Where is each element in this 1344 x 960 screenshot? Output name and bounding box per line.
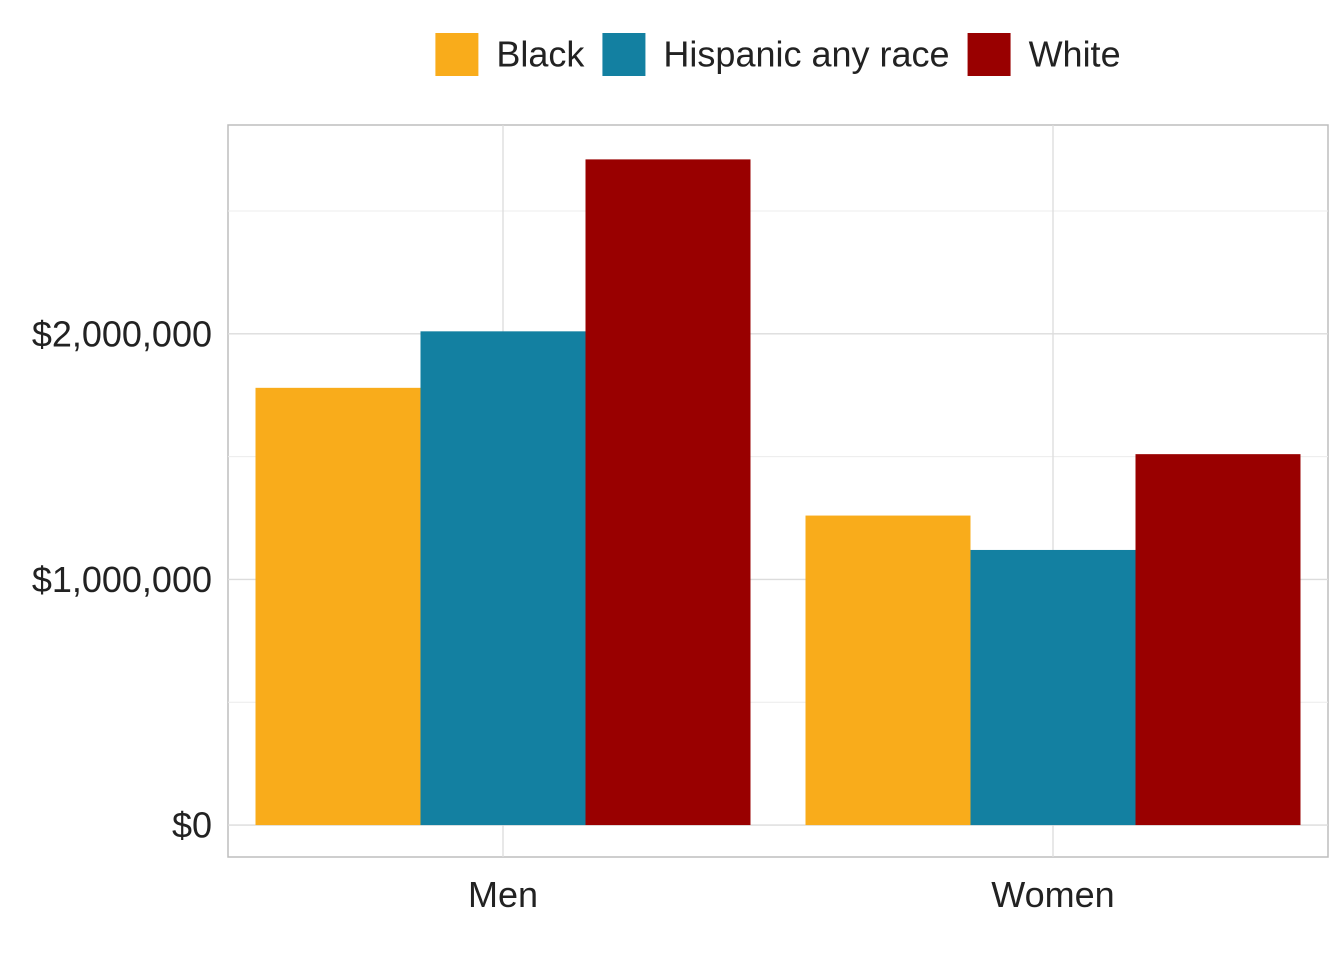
- legend-item: Hispanic any race: [602, 33, 950, 76]
- legend: Black Hispanic any race White: [435, 33, 1121, 76]
- bar-women-black: [805, 515, 971, 826]
- legend-swatch: [602, 33, 646, 76]
- legend-swatch: [435, 33, 479, 76]
- bars: [255, 159, 1301, 826]
- legend-swatch: [967, 33, 1011, 76]
- y-tick-label: $1,000,000: [32, 559, 212, 600]
- x-axis: Men Women: [468, 874, 1115, 915]
- legend-label: White: [1029, 34, 1121, 75]
- bar-men-hispanic-any-race: [420, 331, 586, 826]
- legend-item: Black: [435, 33, 585, 76]
- y-tick-label: $2,000,000: [32, 313, 212, 354]
- y-tick-label: $0: [172, 805, 212, 846]
- bar-men-black: [255, 387, 421, 826]
- plot-area: [227, 124, 1329, 858]
- legend-label: Hispanic any race: [663, 34, 949, 75]
- legend-item: White: [967, 33, 1121, 76]
- bar-women-hispanic-any-race: [970, 549, 1136, 826]
- legend-label: Black: [496, 34, 585, 75]
- x-tick-label: Men: [468, 874, 538, 915]
- x-tick-label: Women: [991, 874, 1114, 915]
- bar-men-white: [585, 159, 751, 826]
- bar-women-white: [1135, 454, 1301, 826]
- y-axis: $0 $1,000,000 $2,000,000: [32, 313, 212, 845]
